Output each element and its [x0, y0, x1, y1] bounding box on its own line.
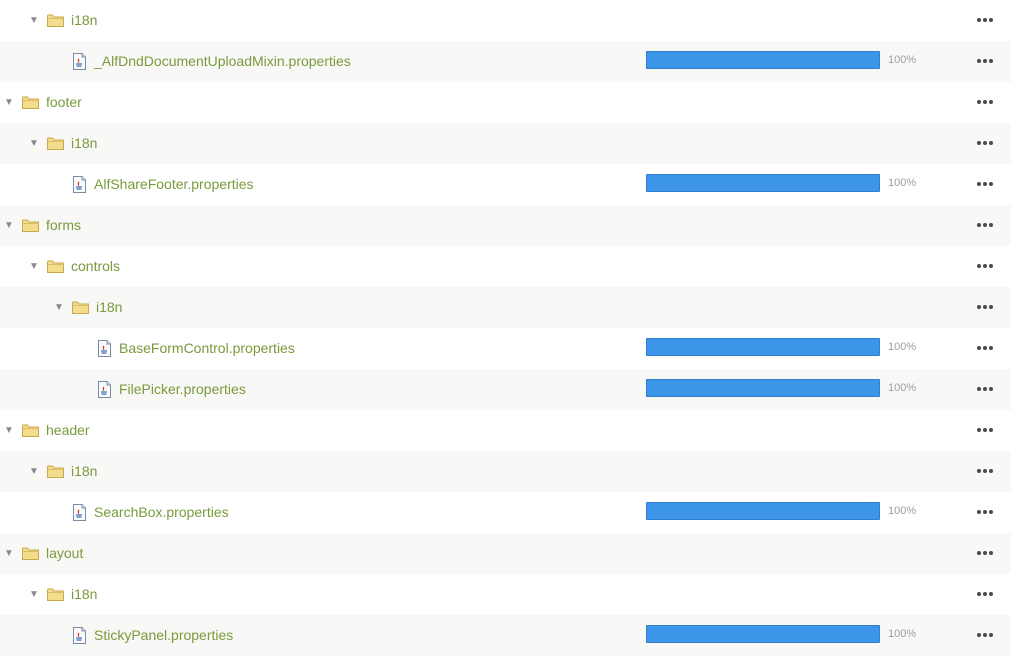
progress-bar	[646, 379, 880, 397]
progress-fill	[647, 503, 879, 519]
folder-row[interactable]: ▼ i18n	[0, 123, 1011, 164]
progress-bar	[646, 174, 880, 192]
more-options-icon[interactable]	[974, 258, 996, 274]
caret-down-icon[interactable]: ▼	[29, 260, 39, 272]
caret-down-icon[interactable]: ▼	[29, 14, 39, 26]
more-options-icon[interactable]	[974, 299, 996, 315]
folder-row[interactable]: ▼ i18n	[0, 451, 1011, 492]
progress-fill	[647, 380, 879, 396]
folder-name-link[interactable]: i18n	[96, 299, 123, 315]
more-options-icon[interactable]	[974, 545, 996, 561]
more-options-icon[interactable]	[974, 94, 996, 110]
folder-row[interactable]: ▼ i18n	[0, 574, 1011, 615]
more-options-icon[interactable]	[974, 504, 996, 520]
more-options-icon[interactable]	[974, 627, 996, 643]
java-properties-file-icon	[72, 626, 87, 644]
folder-name-link[interactable]: i18n	[71, 463, 98, 479]
folder-row[interactable]: ▼ forms	[0, 205, 1011, 246]
folder-name-link[interactable]: i18n	[71, 135, 98, 151]
caret-down-icon[interactable]: ▼	[29, 465, 39, 477]
folder-icon	[22, 96, 39, 109]
folder-row[interactable]: ▼ header	[0, 410, 1011, 451]
more-options-icon[interactable]	[974, 53, 996, 69]
caret-down-icon[interactable]: ▼	[54, 301, 64, 313]
progress-fill	[647, 175, 879, 191]
folder-icon	[22, 547, 39, 560]
more-options-icon[interactable]	[974, 586, 996, 602]
java-properties-file-icon	[72, 503, 87, 521]
caret-down-icon[interactable]: ▼	[4, 96, 14, 108]
more-options-icon[interactable]	[974, 217, 996, 233]
caret-down-icon[interactable]: ▼	[29, 137, 39, 149]
folder-name-link[interactable]: forms	[46, 217, 81, 233]
progress-bar	[646, 338, 880, 356]
more-options-icon[interactable]	[974, 135, 996, 151]
folder-icon	[47, 260, 64, 273]
file-name-link[interactable]: _AlfDndDocumentUploadMixin.properties	[94, 53, 351, 69]
folder-icon	[47, 137, 64, 150]
progress-percent: 100%	[888, 177, 917, 189]
folder-row[interactable]: ▼ i18n	[0, 0, 1011, 41]
file-name-link[interactable]: StickyPanel.properties	[94, 627, 234, 643]
more-options-icon[interactable]	[974, 422, 996, 438]
progress-percent: 100%	[888, 341, 917, 353]
progress-percent: 100%	[888, 54, 917, 66]
java-properties-file-icon	[72, 175, 87, 193]
folder-icon	[47, 588, 64, 601]
folder-name-link[interactable]: footer	[46, 94, 82, 110]
file-name-link[interactable]: AlfShareFooter.properties	[94, 176, 254, 192]
more-options-icon[interactable]	[974, 381, 996, 397]
more-options-icon[interactable]	[974, 176, 996, 192]
caret-down-icon[interactable]: ▼	[4, 219, 14, 231]
folder-name-link[interactable]: layout	[46, 545, 84, 561]
progress-percent: 100%	[888, 628, 917, 640]
folder-row[interactable]: ▼ footer	[0, 82, 1011, 123]
folder-name-link[interactable]: i18n	[71, 586, 98, 602]
caret-down-icon[interactable]: ▼	[4, 547, 14, 559]
progress-percent: 100%	[888, 505, 917, 517]
more-options-icon[interactable]	[974, 340, 996, 356]
java-properties-file-icon	[97, 339, 112, 357]
file-name-link[interactable]: FilePicker.properties	[119, 381, 246, 397]
file-name-link[interactable]: SearchBox.properties	[94, 504, 229, 520]
folder-icon	[47, 465, 64, 478]
java-properties-file-icon	[97, 380, 112, 398]
folder-row[interactable]: ▼ layout	[0, 533, 1011, 574]
folder-icon	[22, 424, 39, 437]
progress-fill	[647, 339, 879, 355]
folder-icon	[47, 14, 64, 27]
progress-bar	[646, 502, 880, 520]
progress-percent: 100%	[888, 382, 917, 394]
folder-row[interactable]: ▼ i18n	[0, 287, 1011, 328]
folder-name-link[interactable]: header	[46, 422, 90, 438]
progress-bar	[646, 51, 880, 69]
file-row[interactable]: ▼_AlfDndDocumentUploadMixin.properties10…	[0, 41, 1011, 82]
folder-name-link[interactable]: i18n	[71, 12, 98, 28]
progress-fill	[647, 52, 879, 68]
folder-icon	[22, 219, 39, 232]
progress-fill	[647, 626, 879, 642]
folder-icon	[72, 301, 89, 314]
folder-name-link[interactable]: controls	[71, 258, 121, 274]
caret-down-icon[interactable]: ▼	[29, 588, 39, 600]
more-options-icon[interactable]	[974, 12, 996, 28]
more-options-icon[interactable]	[974, 463, 996, 479]
folder-row[interactable]: ▼ controls	[0, 246, 1011, 287]
java-properties-file-icon	[72, 52, 87, 70]
progress-bar	[646, 625, 880, 643]
file-name-link[interactable]: BaseFormControl.properties	[119, 340, 295, 356]
caret-down-icon[interactable]: ▼	[4, 424, 14, 436]
